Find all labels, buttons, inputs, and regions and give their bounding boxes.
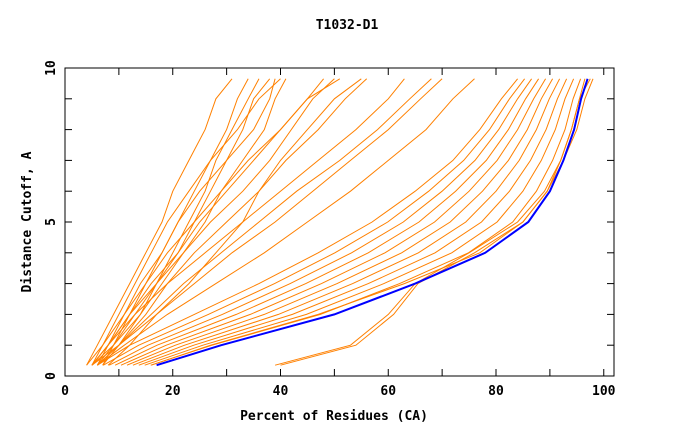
model-series-line-1 [150,78,582,366]
series-layer [86,78,594,367]
model-series-line-11 [97,78,475,366]
model-series-line-13 [96,78,432,366]
x-tick-label: 80 [488,384,504,399]
model-series-line-25 [102,78,271,366]
y-axis-label: Distance Cutoff, A [20,151,35,292]
model-series-line-2 [144,78,575,366]
model-series-line-10 [97,78,518,366]
x-tick-label: 60 [380,384,396,399]
highlight-series-line [156,78,589,367]
model-series-line-28 [280,78,594,366]
y-tick-label: 10 [44,60,59,76]
model-series-line-22 [96,78,249,366]
model-series-line-5 [126,78,554,366]
model-series-line-24 [91,78,276,366]
model-series-line-9 [103,78,525,366]
model-series-line-21 [91,78,287,366]
model-series-line-18 [91,78,281,366]
model-series-line-17 [86,78,233,366]
model-series-line-20 [102,78,260,366]
y-tick-label: 0 [44,372,59,380]
chart-title: T1032-D1 [316,18,379,33]
x-tick-label: 40 [273,384,289,399]
model-series-line-6 [120,78,547,366]
model-series-line-26 [96,78,368,366]
model-series-line-12 [91,78,443,366]
axes: 0 20 40 60 80 100 0 5 10 [44,60,616,399]
model-series-line-8 [108,78,533,366]
y-tick-label: 5 [44,218,59,226]
model-series-line-23 [107,78,362,366]
x-tick-label: 100 [592,384,616,399]
x-tick-label: 20 [165,384,181,399]
model-series-line-3 [138,78,568,366]
x-axis-label: Percent of Residues (CA) [240,409,428,424]
x-tick-label: 0 [61,384,69,399]
model-series-line-19 [96,78,335,366]
model-series-line-4 [132,78,561,366]
model-series-line-7 [114,78,540,366]
plot-frame [64,67,615,377]
model-series-line-27 [274,78,586,366]
